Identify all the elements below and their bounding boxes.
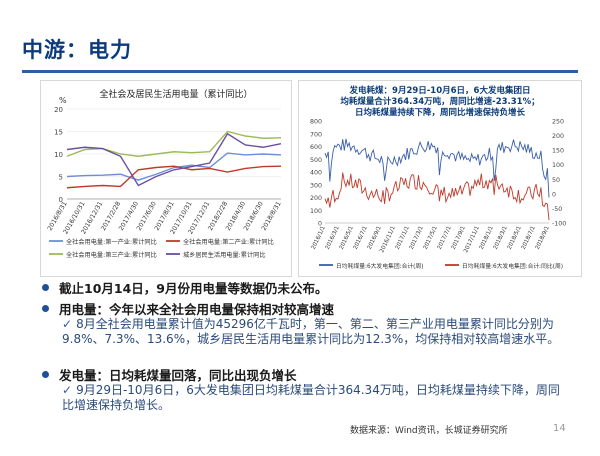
chart2-title-line1: 发电耗煤：9月29日-10月6日，6大发电集团日 — [349, 85, 531, 96]
chart-electricity-consumption: 全社会及居民生活用电量（累计同比） % 0 5 10 15 20 2016/8/31 20… — [40, 80, 292, 277]
top-bar — [0, 0, 600, 8]
chart2-ytick-left: 300 — [310, 182, 322, 189]
chart2-ytick-left: 800 — [310, 119, 322, 126]
page-number: 14 — [553, 423, 566, 434]
chart2-ytick-left: 200 — [310, 195, 322, 202]
chart2-ytick-left: 700 — [310, 131, 322, 138]
chart1-ylabel: % — [59, 96, 67, 105]
chart1-ytick: 5 — [59, 174, 63, 182]
chart2-title-line2: 均耗煤量合计364.34万吨，周同比增速-23.31%； — [340, 96, 539, 107]
chart2-legend-label: 日均耗煤量:6大发电集团:合计(周) — [336, 262, 423, 270]
chart-coal-consumption: 发电耗煤：9月29日-10月6日，6大发电集团日 均耗煤量合计364.34万吨，… — [298, 80, 582, 277]
chart2-ytick-right: 250 — [552, 119, 564, 126]
chart1-series-line-2 — [66, 165, 282, 189]
bullet-1-text: 截止10月14日，9月份用电量等数据仍未公布。 — [59, 281, 328, 296]
chart1-series-line-1 — [66, 152, 282, 181]
bullet-3: 发电量：日均耗煤量回落，同比出现负增长 — [42, 365, 297, 384]
chart2-xtick: 2018/9/1 — [535, 225, 551, 251]
chart1-legend-label: 全社会用电量:第二产业:累计同比 — [183, 238, 274, 246]
chart1-title: 全社会及居民生活用电量（累计同比） — [99, 88, 252, 100]
chart2-ytick-left: 100 — [310, 208, 322, 215]
chart2-ytick-right: -50 — [552, 206, 562, 213]
chart1-ytick: 10 — [54, 151, 63, 159]
chart2-ytick-right: 150 — [552, 148, 564, 155]
bullet-2-text: 用电量：今年以来全社会用电量保持相对较高增速 — [59, 302, 335, 317]
chart2-ytick-left: 600 — [310, 144, 322, 151]
chart2-legend-label: 日均耗煤量:6大发电集团:合计:同比(周) — [462, 262, 563, 270]
bullet-dot-icon — [42, 371, 49, 378]
chart2-ytick-right: 200 — [552, 133, 564, 140]
bullet-2-detail: ✓ 8月全社会用电量累计值为45296亿千瓦时，第一、第二、第三产业用电量累计同比… — [62, 317, 567, 347]
chart2-ytick-left: 500 — [310, 157, 322, 164]
chart2-series-yoy — [324, 172, 550, 221]
bullet-3-detail-text: 9月29日-10月6日，6大发电集团日均耗煤量合计364.34万吨，日均耗煤量持… — [62, 383, 560, 412]
chart1-legend-label: 全社会用电量:第三产业:累计同比 — [66, 251, 157, 259]
chart2-ytick-right: 100 — [552, 162, 564, 169]
chart2-ytick-right: 0 — [552, 191, 556, 198]
bullet-3-detail: ✓ 9月29日-10月6日，6大发电集团日均耗煤量合计364.34万吨，日均耗煤量… — [62, 383, 567, 413]
bullet-dot-icon — [42, 305, 49, 312]
bullet-1: 截止10月14日，9月份用电量等数据仍未公布。 — [42, 278, 328, 297]
source-note: 数据来源：Wind资讯，长城证券研究所 — [350, 426, 508, 436]
chart2-series-coal — [324, 138, 550, 198]
slide-title: 中游：电力 — [22, 38, 132, 62]
bullet-2-detail-text: 8月全社会用电量累计值为45296亿千瓦时，第一、第二、第三产业用电量累计同比分… — [62, 317, 560, 346]
chart2-ytick-right: -100 — [552, 221, 566, 228]
chart1-ytick: 15 — [54, 129, 63, 137]
bullet-3-text: 发电量：日均耗煤量回落，同比出现负增长 — [59, 368, 297, 383]
chart2-ytick-left: 400 — [310, 170, 322, 177]
bullet-dot-icon — [42, 284, 49, 291]
chart2-svg: 发电耗煤：9月29日-10月6日，6大发电集团日 均耗煤量合计364.34万吨，… — [310, 85, 566, 270]
checkmark-icon: ✓ — [62, 317, 73, 331]
chart2-title-line3: 日均耗煤量持续下降，周同比增速保持负增长 — [355, 107, 526, 118]
chart2-ytick-right: 50 — [552, 177, 560, 184]
bullet-2: 用电量：今年以来全社会用电量保持相对较高增速 — [42, 299, 334, 318]
title-rule — [22, 70, 578, 73]
checkmark-icon: ✓ — [62, 383, 73, 397]
chart2-ytick-left: 0 — [318, 221, 322, 228]
chart1-legend-label: 城乡居民生活用电量:累计同比 — [183, 251, 266, 259]
chart1-ytick: 20 — [54, 106, 63, 114]
chart1-series-line-4 — [66, 132, 282, 187]
chart1-series-line-3 — [66, 130, 282, 157]
chart1-ytick: 0 — [59, 196, 63, 204]
chart1-legend-label: 全社会用电量:第一产业:累计同比 — [66, 238, 157, 246]
